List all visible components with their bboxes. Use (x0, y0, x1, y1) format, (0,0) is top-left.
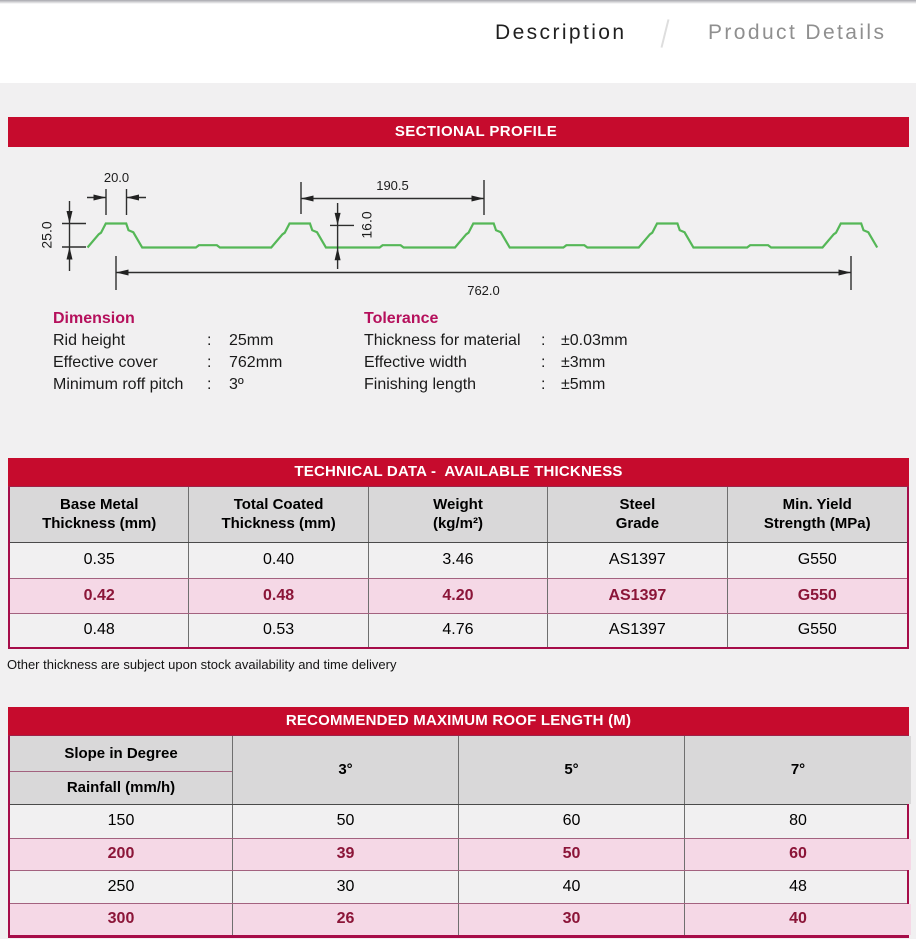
svg-text:762.0: 762.0 (467, 283, 500, 298)
svg-text:190.5: 190.5 (376, 178, 409, 193)
svg-text:16.0: 16.0 (359, 211, 375, 238)
svg-text:20.0: 20.0 (104, 170, 129, 185)
svg-text:25.0: 25.0 (39, 221, 55, 248)
